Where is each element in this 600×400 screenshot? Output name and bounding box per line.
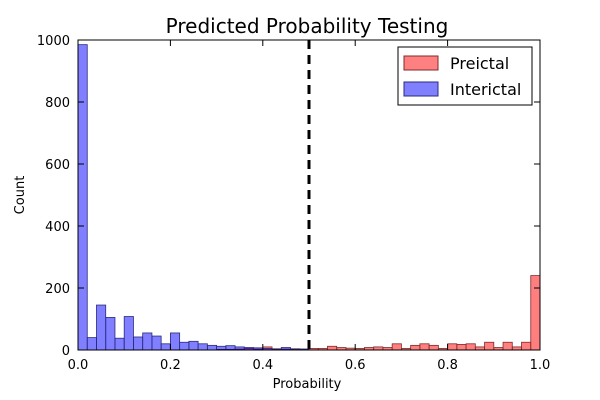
bar-interictal-4 (114, 337, 125, 351)
bar-interictal-10 (169, 332, 181, 351)
x-tick-label: 0.4 (252, 358, 273, 373)
bar-interictal-11 (179, 341, 190, 351)
bar-interictal-9 (160, 343, 171, 351)
bar-interictal-7 (142, 332, 153, 351)
y-axis-label: Count (13, 176, 28, 215)
bar-interictal-3 (105, 317, 116, 351)
bar-preictal-22 (419, 343, 430, 351)
bar-interictal-13 (197, 343, 208, 351)
x-tick-label: 0.0 (68, 358, 89, 373)
legend-swatch-preictal (403, 55, 439, 71)
x-tick-label: 0.6 (345, 358, 366, 373)
bar-interictal-5 (123, 316, 134, 351)
chart-title: Predicted Probability Testing (166, 14, 449, 38)
bar-preictal-12 (327, 345, 338, 351)
bar-preictal-34 (530, 275, 541, 351)
x-tick-label: 0.8 (437, 358, 458, 373)
y-tick-label: 600 (45, 158, 70, 173)
bar-preictal-31 (502, 341, 513, 351)
bar-preictal-21 (410, 344, 421, 351)
bar-interictal-14 (206, 344, 218, 351)
plot-frame (77, 39, 541, 351)
bar-preictal-23 (428, 344, 439, 351)
bar-interictal-8 (151, 335, 162, 351)
bar-interictal-2 (96, 304, 107, 351)
y-axis: 0 200 400 600 800 1000 (37, 34, 540, 359)
bar-interictal-12 (188, 340, 199, 351)
bar-preictal-19 (391, 343, 402, 351)
bar-preictal-27 (465, 343, 476, 351)
y-tick-label: 400 (45, 220, 70, 235)
bar-preictal-29 (484, 341, 495, 351)
legend-label-interictal: Interictal (450, 80, 521, 99)
x-tick-label: 0.2 (160, 358, 181, 373)
x-tick-label: 1.0 (530, 358, 551, 373)
y-tick-label: 1000 (37, 34, 70, 49)
bar-preictal-25 (447, 343, 458, 351)
bar-interictal-6 (133, 336, 144, 351)
bar-interictal-1 (86, 337, 97, 351)
bar-interictal-16 (225, 345, 236, 351)
x-axis-label: Probability (273, 377, 342, 392)
legend-swatch-interictal (403, 81, 439, 97)
y-tick-label: 0 (62, 344, 70, 359)
y-tick-label: 200 (45, 282, 70, 297)
bar-preictal-26 (456, 344, 467, 351)
bar-preictal-33 (521, 341, 532, 351)
legend-label-preictal: Preictal (450, 54, 509, 73)
bar-interictal-0 (77, 44, 88, 351)
legend: Preictal Interictal (397, 46, 533, 106)
bar-interictal-15 (216, 345, 227, 351)
y-tick-label: 800 (45, 96, 70, 111)
x-axis: 0.0 0.2 0.4 0.6 0.8 1.0 (68, 40, 551, 373)
